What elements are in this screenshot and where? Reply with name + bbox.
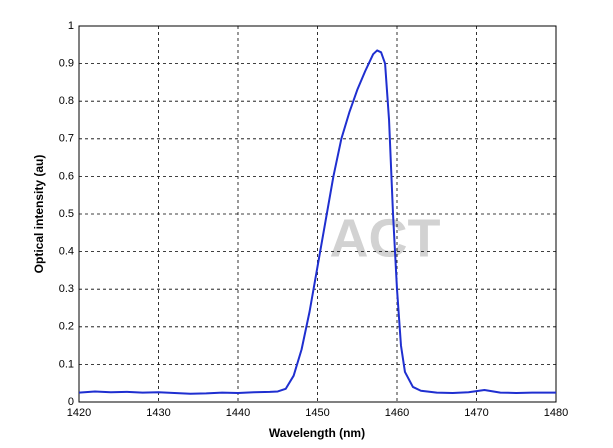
x-axis-label: Wavelength (nm) <box>269 426 365 440</box>
y-tick-label: 0.9 <box>59 58 74 70</box>
y-tick-label: 0.5 <box>59 208 74 220</box>
x-tick-label: 1420 <box>67 407 91 419</box>
y-tick-label: 0.2 <box>59 321 74 333</box>
watermark: ACT <box>330 208 441 268</box>
data-line <box>78 49 556 395</box>
plot-frame <box>78 25 557 403</box>
x-tick-label: 1430 <box>146 407 170 419</box>
y-tick-label: 1 <box>68 20 74 32</box>
y-tick-label: 0.4 <box>59 246 74 258</box>
y-tick-label: 0.3 <box>59 283 74 295</box>
y-tick-label: 0.6 <box>59 170 74 182</box>
y-tick-label: 0.8 <box>59 95 74 107</box>
x-tick-label: 1440 <box>226 407 250 419</box>
y-axis-label: Optical intensity (au) <box>32 155 46 274</box>
x-tick-label: 1460 <box>385 407 409 419</box>
y-tick-label: 0.1 <box>59 358 74 370</box>
y-tick-label: 0 <box>68 396 74 408</box>
x-tick-label: 1480 <box>544 407 568 419</box>
x-tick-label: 1470 <box>464 407 488 419</box>
x-tick-label: 1450 <box>305 407 329 419</box>
y-tick-label: 0.7 <box>59 133 74 145</box>
